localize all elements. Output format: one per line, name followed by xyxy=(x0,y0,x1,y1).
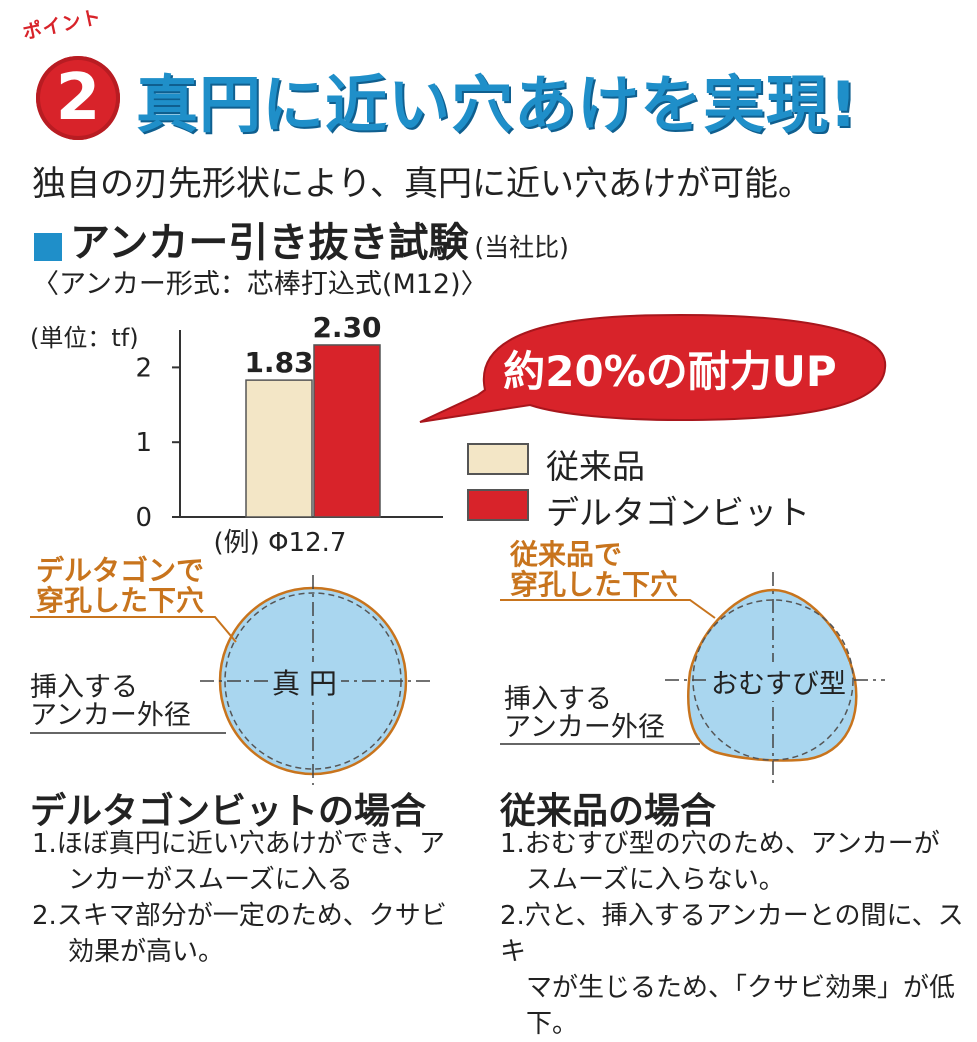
list-item: 1.ほぼ真円に近い穴あけができ、ア xyxy=(32,829,445,859)
y-tick-label: 2 xyxy=(135,353,152,383)
left-center-label: 真 円 xyxy=(268,662,341,702)
right-hole-label: 従来品で 穿孔した下穴 xyxy=(510,538,679,601)
right-anchor-label: 挿入する アンカー外径 xyxy=(504,684,665,743)
bar-chart: 0 1 2 1.832.30 (例) Φ12.7 xyxy=(135,311,443,558)
right-case-notes: 1.おむすび型の穴のため、アンカーが スムーズに入らない。 2.穴と、挿入するア… xyxy=(500,826,970,1042)
legend-swatch-conventional xyxy=(467,443,529,475)
anchor-form: 〈アンカー形式：芯棒打込式(M12)〉 xyxy=(32,269,488,300)
right-case-title: 従来品の場合 xyxy=(500,791,717,832)
list-item: 2.スキマ部分が一定のため、クサビ xyxy=(32,901,447,931)
bar-0 xyxy=(245,379,313,518)
y-tick-label: 0 xyxy=(135,503,152,533)
y-tick-label: 1 xyxy=(135,428,152,458)
list-item: 1.おむすび型の穴のため、アンカーが xyxy=(500,829,940,859)
left-hole-label: デルタゴンで 穿孔した下穴 xyxy=(36,554,205,617)
bar-value-label: 1.83 xyxy=(244,346,313,379)
headline: 真円に近い穴あけを実現! xyxy=(136,68,859,141)
section-heading: アンカー引き抜き試験 (当社比) xyxy=(34,210,569,268)
left-hole-leader xyxy=(30,616,237,643)
legend-swatch-deltagon xyxy=(467,489,529,521)
right-center-label: おむすび型 xyxy=(708,662,849,701)
left-case-title: デルタゴンビットの場合 xyxy=(30,791,427,832)
right-hole-leader xyxy=(500,599,716,619)
callout-bubble xyxy=(419,313,887,423)
list-item: マが生じるため、「クサビ効果」が低下。 xyxy=(526,973,956,1039)
list-item: スムーズに入らない。 xyxy=(526,865,785,895)
section-title: アンカー引き抜き試験 xyxy=(70,220,469,266)
callout-text: 約20%の耐力UP xyxy=(503,347,837,396)
section-note: (当社比) xyxy=(474,233,569,262)
bar-value-label: 2.30 xyxy=(312,311,381,344)
left-anchor-label: 挿入する アンカー外径 xyxy=(30,672,191,731)
list-item: ンカーがスムーズに入る xyxy=(68,865,353,895)
bar-1 xyxy=(313,344,381,518)
x-category-label: (例) Φ12.7 xyxy=(214,528,347,558)
point-number-badge: 2 xyxy=(36,56,120,140)
square-bullet-icon xyxy=(34,233,62,261)
unit-label: (単位：tf) xyxy=(30,324,139,352)
list-item: 2.穴と、挿入するアンカーとの間に、スキ xyxy=(500,901,964,967)
left-case-notes: 1.ほぼ真円に近い穴あけができ、ア ンカーがスムーズに入る 2.スキマ部分が一定… xyxy=(32,826,472,970)
lead-text: 独自の刃先形状により、真円に近い穴あけが可能。 xyxy=(32,164,812,204)
list-item: 効果が高い。 xyxy=(68,937,225,967)
legend-label-conventional: 従来品 xyxy=(546,447,645,486)
legend-label-deltagon: デルタゴンビット xyxy=(546,493,810,532)
